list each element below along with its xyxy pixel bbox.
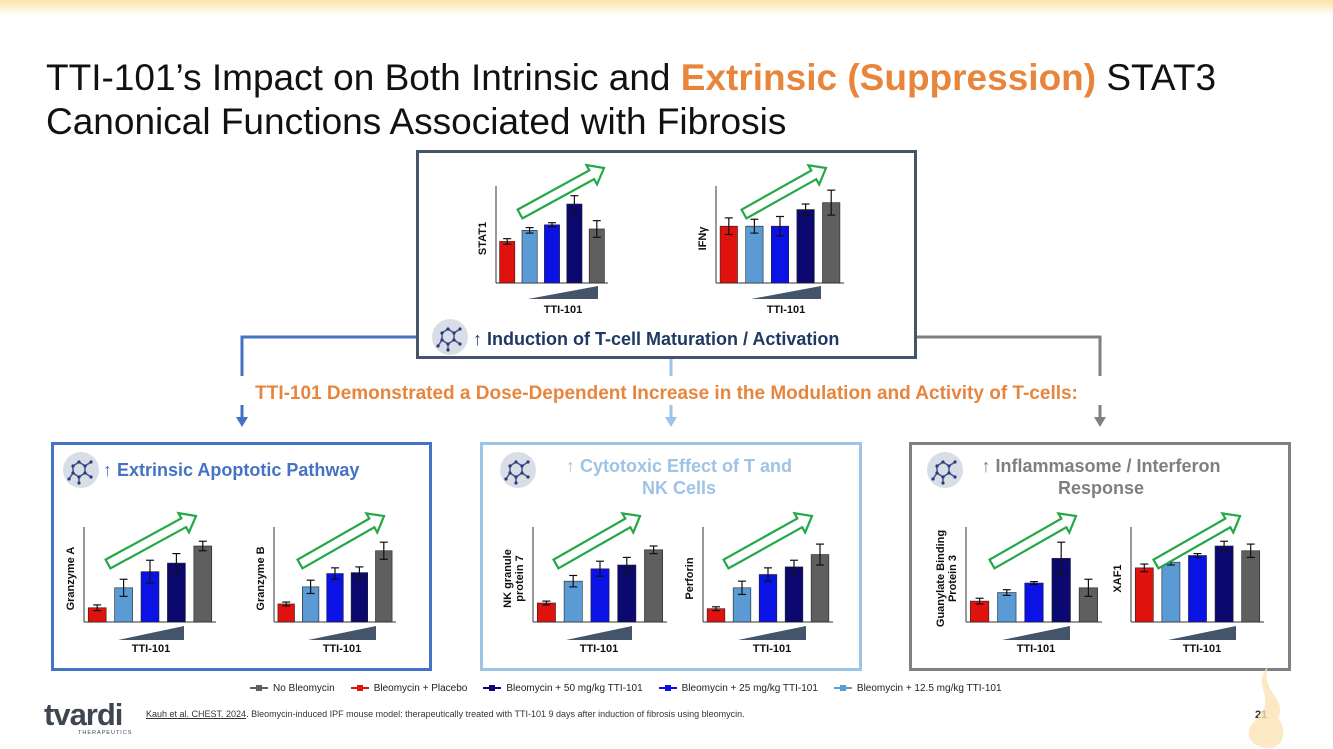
- trend-arrow-icon: [516, 163, 606, 220]
- logo-subtitle: THERAPEUTICS: [78, 730, 133, 736]
- x-axis-label: TTI-101: [580, 643, 619, 655]
- legend-item: No Bleomycin: [250, 683, 335, 694]
- legend: No Bleomycin Bleomycin + Placebo Bleomycin…: [250, 681, 1018, 695]
- dose-triangle-icon: [566, 626, 632, 640]
- bar: [1188, 555, 1207, 623]
- x-axis-label: TTI-101: [1017, 643, 1056, 655]
- bar: [350, 572, 368, 623]
- bar: [1024, 582, 1044, 623]
- x-axis-label: TTI-101: [323, 643, 362, 655]
- panel-left-label: ↑ Extrinsic Apoptotic Pathway: [103, 460, 360, 480]
- y-axis-label: Perforin: [684, 557, 696, 599]
- y-axis-label: Granzyme B: [255, 546, 267, 610]
- panel-right-label-line2: Response: [1057, 478, 1145, 498]
- citation: Kauh et al. CHEST. 2024. Bleomycin-induc…: [146, 709, 745, 719]
- bar: [644, 549, 664, 623]
- dose-triangle-icon: [528, 286, 598, 299]
- legend-swatch: [250, 683, 268, 693]
- panel-mid-label-line1: ↑ Cytotoxic Effect of T and: [565, 456, 792, 476]
- molecule-icon: [432, 319, 468, 355]
- legend-item: Bleomycin + 12.5 mg/kg TTI-101: [833, 682, 1002, 694]
- bar: [1214, 545, 1234, 623]
- legend-label: No Bleomycin: [273, 682, 335, 694]
- legend-item: Bleomycin + 25 mg/kg TTI-101: [658, 682, 818, 694]
- x-axis-label: TTI-101: [1183, 643, 1222, 655]
- y-axis-label: Protein 3: [947, 555, 959, 602]
- x-axis-label: TTI-101: [544, 304, 583, 316]
- legend-swatch: [833, 683, 852, 693]
- x-axis-label: TTI-101: [753, 643, 792, 655]
- panel-cytotoxic-effect: [480, 442, 862, 671]
- trend-arrow-icon: [104, 511, 198, 570]
- bar: [1241, 550, 1261, 623]
- panel-mid-label-line2: NK Cells: [641, 478, 717, 498]
- dose-triangle-icon: [738, 626, 806, 640]
- bar: [784, 566, 804, 623]
- panel-right-label-line1: ↑ Inflammasome / Interferon: [981, 456, 1221, 476]
- citation-text: . Bleomycin-induced IPF mouse model: the…: [246, 709, 745, 719]
- legend-label: Bleomycin + 50 mg/kg TTI-101: [506, 682, 643, 694]
- trend-arrow-icon: [722, 511, 814, 570]
- bar: [566, 203, 583, 284]
- citation-link[interactable]: Kauh et al. CHEST. 2024: [146, 709, 247, 719]
- bar: [521, 230, 538, 284]
- bar: [997, 592, 1017, 623]
- dose-triangle-icon: [118, 626, 184, 640]
- bar: [499, 241, 516, 284]
- molecule-icon: [500, 452, 536, 488]
- bar: [796, 209, 815, 284]
- bar: [1161, 561, 1181, 623]
- title-highlight: Extrinsic (Suppression): [680, 57, 1097, 98]
- bar: [536, 602, 556, 623]
- bar: [745, 225, 764, 284]
- dose-triangle-icon: [1002, 626, 1070, 640]
- y-axis-label: XAF1: [1112, 564, 1124, 592]
- y-axis-label: STAT1: [477, 222, 489, 255]
- legend-swatch: [658, 683, 677, 693]
- flame-icon: [1248, 666, 1284, 748]
- logo: tvardi: [44, 697, 123, 732]
- molecule-icon: [927, 452, 963, 488]
- dose-triangle-icon: [1168, 626, 1236, 640]
- legend-item: Bleomycin + Placebo: [350, 682, 468, 694]
- molecule-icon: [63, 452, 99, 488]
- demonstrated-heading: TTI-101 Demonstrated a Dose-Dependent In…: [255, 383, 1078, 404]
- trend-arrow-icon: [740, 163, 828, 220]
- trend-arrow-icon: [552, 511, 642, 570]
- legend-item: Bleomycin + 50 mg/kg TTI-101: [483, 682, 643, 694]
- trend-arrow-icon: [1152, 511, 1242, 570]
- bar: [193, 545, 213, 623]
- dose-triangle-icon: [308, 626, 376, 640]
- title-part2: STAT3 Canonical Functions Associated wit…: [46, 57, 1217, 142]
- legend-label: Bleomycin + 25 mg/kg TTI-101: [681, 682, 818, 694]
- bar: [544, 224, 560, 284]
- dose-triangle-icon: [751, 286, 821, 299]
- x-axis-label: TTI-101: [767, 304, 806, 316]
- trend-arrow-icon: [296, 511, 386, 570]
- legend-swatch: [483, 683, 502, 693]
- panel-mid-label: ↑ Cytotoxic Effect of T and NK Cells: [548, 455, 810, 499]
- y-axis-label: protein 7: [514, 555, 526, 601]
- bar: [617, 564, 637, 623]
- panel-right-label: ↑ Inflammasome / Interferon Response: [970, 455, 1232, 499]
- page-title: TTI-101’s Impact on Both Intrinsic and E…: [46, 56, 1306, 144]
- y-axis-label: Granzyme A: [65, 547, 77, 611]
- bar: [277, 603, 295, 623]
- trend-arrow-icon: [988, 511, 1078, 570]
- title-part1: TTI-101’s Impact on Both Intrinsic and: [46, 57, 681, 98]
- panel-top-label: ↑ Induction of T-cell Maturation / Activ…: [473, 329, 840, 349]
- y-axis-label: NK granule: [502, 549, 514, 608]
- bar: [326, 573, 344, 623]
- y-axis-label: IFNγ: [697, 226, 709, 251]
- y-axis-label: Guanylate Binding: [935, 530, 947, 627]
- legend-label: Bleomycin + 12.5 mg/kg TTI-101: [856, 682, 1002, 694]
- x-axis-label: TTI-101: [132, 643, 171, 655]
- bar: [375, 550, 393, 623]
- legend-label: Bleomycin + Placebo: [373, 682, 468, 694]
- bar: [1134, 567, 1154, 623]
- legend-swatch: [350, 683, 369, 693]
- top-banner: [0, 0, 1333, 16]
